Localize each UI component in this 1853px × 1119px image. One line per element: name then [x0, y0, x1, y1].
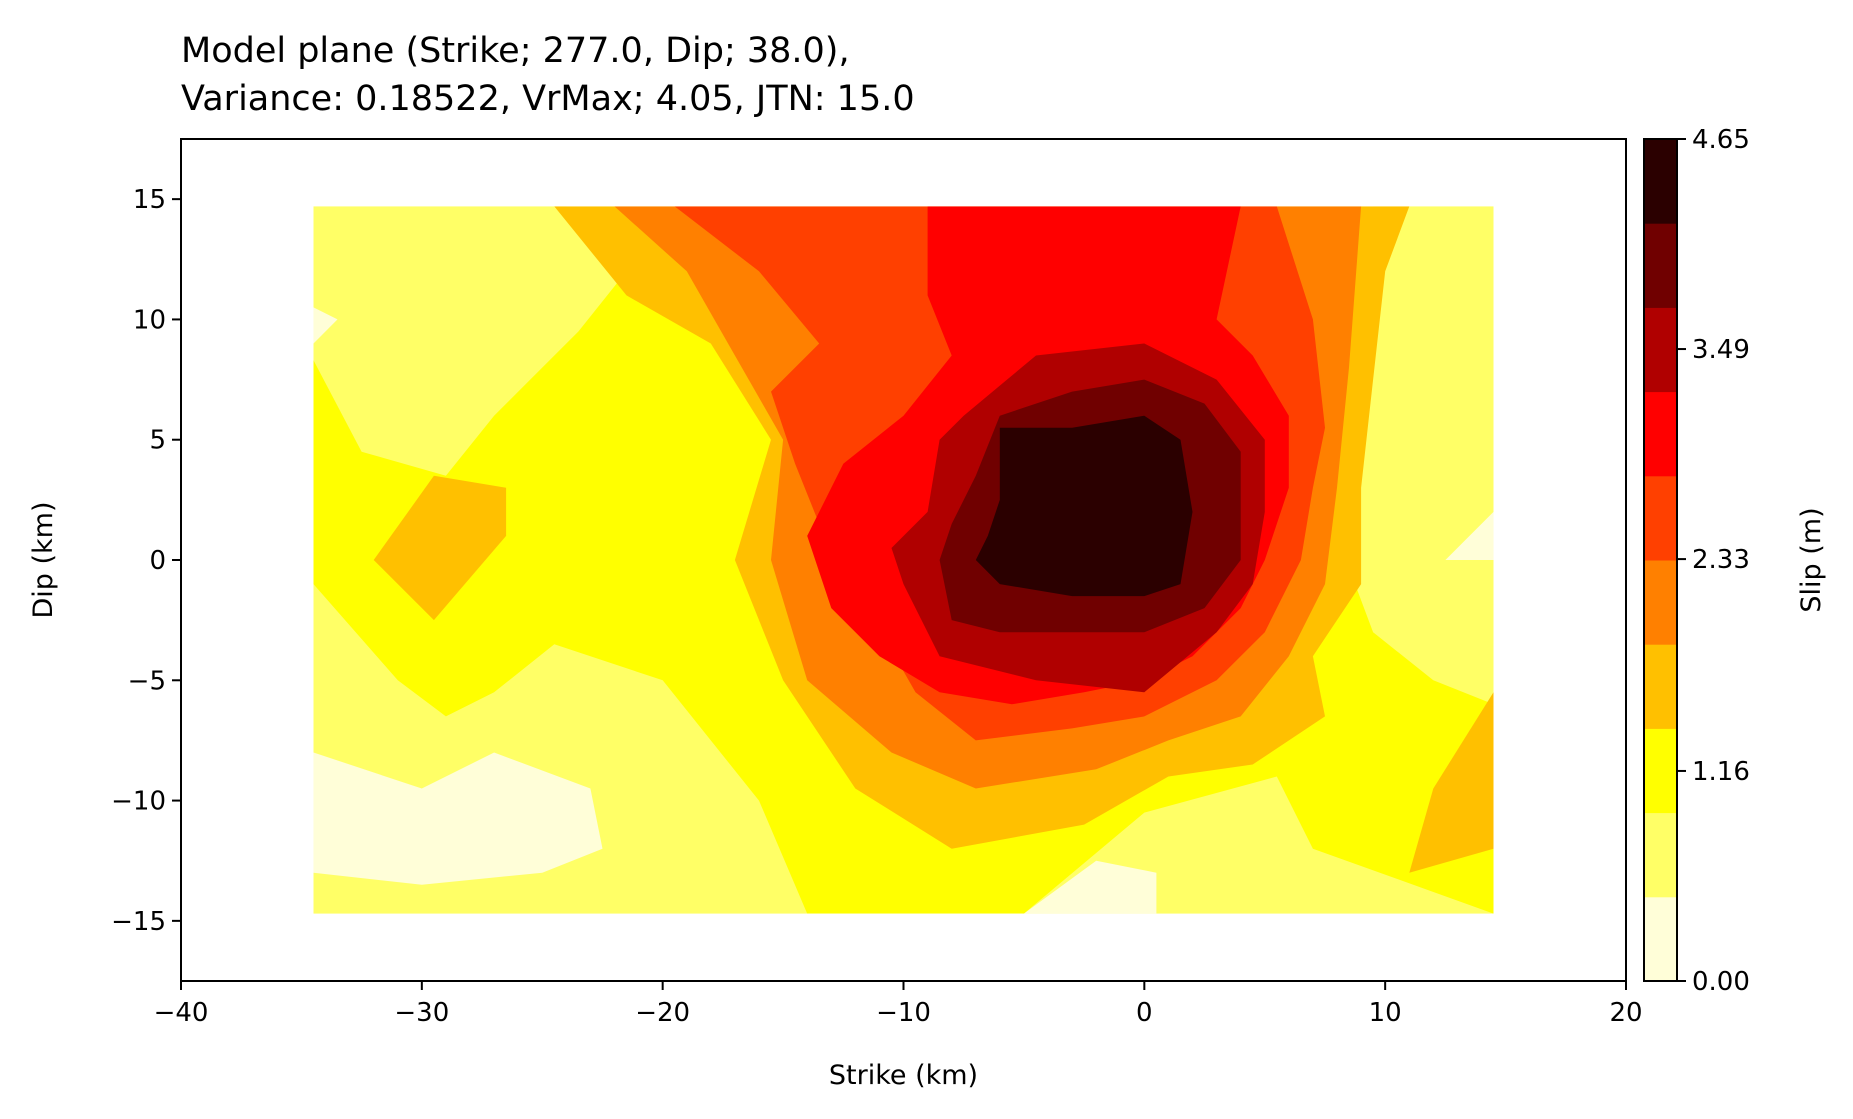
y-axis-label: Dip (km) — [28, 501, 59, 618]
y-tick-label: −10 — [111, 787, 166, 817]
colorbar-swatch — [1644, 896, 1677, 982]
contour-layer — [313, 206, 1494, 914]
y-tick-label: −15 — [111, 907, 166, 937]
x-tick-label: −30 — [394, 998, 449, 1028]
contour-band-3-2 — [1409, 692, 1494, 873]
colorbar-tick-label: 2.33 — [1692, 545, 1750, 575]
colorbar-swatch — [1644, 139, 1677, 224]
x-tick-label: 10 — [1369, 998, 1402, 1028]
y-tick-label: 0 — [149, 546, 166, 576]
colorbar-tick-label: 0.00 — [1692, 967, 1750, 997]
colorbar-swatch — [1644, 644, 1677, 729]
colorbar: 0.00 1.16 2.33 3.49 4.65 — [1643, 125, 1750, 997]
contour-band-9-0 — [975, 415, 1193, 597]
x-tick-label: −10 — [876, 998, 931, 1028]
x-tick-label: −40 — [154, 998, 209, 1028]
contour-band-0-3 — [1023, 860, 1157, 914]
y-axis-ticks: −15 −10 −5 0 5 10 15 — [111, 185, 181, 937]
chart-title-line1: Model plane (Strike; 277.0, Dip; 38.0), — [181, 31, 850, 71]
colorbar-swatch — [1644, 812, 1677, 898]
x-axis-ticks: −40 −30 −20 −10 0 10 20 — [154, 981, 1643, 1028]
colorbar-tick-label: 3.49 — [1692, 335, 1750, 365]
colorbar-label: Slip (m) — [1796, 507, 1827, 612]
contour-band-0-1 — [313, 307, 338, 344]
contour-band-1-1 — [313, 206, 627, 476]
contour-band-0-0 — [313, 752, 603, 885]
colorbar-swatch — [1644, 728, 1677, 814]
x-tick-label: −20 — [635, 998, 690, 1028]
chart-title-line2: Variance: 0.18522, VrMax; 4.05, JTN: 15.… — [181, 79, 915, 119]
y-tick-label: 5 — [149, 426, 166, 456]
colorbar-tick-label: 4.65 — [1692, 125, 1750, 155]
x-tick-label: 20 — [1609, 998, 1642, 1028]
x-axis-label: Strike (km) — [829, 1060, 978, 1091]
colorbar-swatch — [1644, 560, 1677, 645]
colorbar-swatch — [1644, 391, 1677, 477]
y-tick-label: −5 — [128, 666, 166, 696]
colorbar-swatch — [1644, 475, 1677, 561]
colorbar-swatch — [1644, 223, 1677, 308]
colorbar-tick-label: 1.16 — [1692, 757, 1750, 787]
x-tick-label: 0 — [1136, 998, 1153, 1028]
colorbar-swatch — [1644, 307, 1677, 393]
y-tick-label: 15 — [133, 185, 166, 215]
contour-band-3-0 — [373, 475, 507, 621]
y-tick-label: 10 — [133, 305, 166, 335]
contour-band-0-2 — [1445, 511, 1494, 560]
